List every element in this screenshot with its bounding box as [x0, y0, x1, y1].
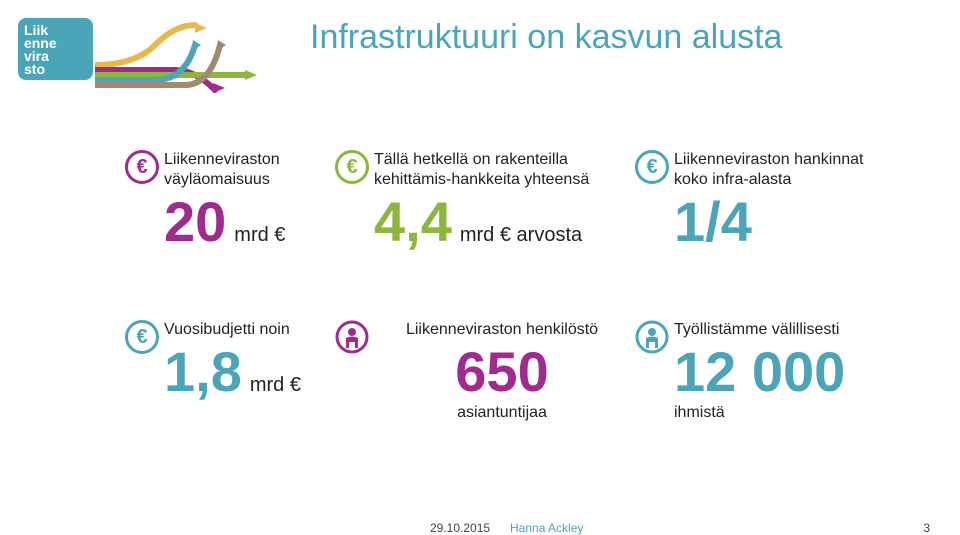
stat-dev-unit: mrd € arvosta: [460, 225, 582, 245]
stat-staff: Liikenneviraston henkilöstö 650 asiantun…: [330, 320, 630, 422]
stat-share: € Liikenneviraston hankinnat koko infra-…: [630, 150, 880, 250]
euro-icon: €: [335, 150, 369, 184]
logo-line-4: sto: [24, 63, 87, 76]
stat-staff-sub: asiantuntijaa: [374, 404, 630, 422]
stat-dev-num: 4,4: [374, 194, 452, 250]
stat-budget: € Vuosibudjetti noin 1,8 mrd €: [120, 320, 330, 422]
flow-lines-icon: [95, 10, 335, 95]
person-icon: [335, 320, 369, 360]
stat-indirect-desc: Työllistämme välillisesti: [674, 320, 880, 340]
stat-share-num: 1/4: [674, 194, 752, 250]
stat-assets-desc: Liikenneviraston väyläomaisuus: [164, 150, 330, 190]
stat-indirect-num: 12 000: [674, 344, 845, 400]
person-icon: [635, 320, 669, 360]
stat-staff-desc: Liikenneviraston henkilöstö: [374, 320, 630, 340]
euro-icon: €: [635, 150, 669, 184]
stat-share-desc: Liikenneviraston hankinnat koko infra-al…: [674, 150, 880, 190]
euro-icon: €: [125, 150, 159, 184]
page-title: Infrastruktuuri on kasvun alusta: [310, 18, 782, 57]
stat-indirect-sub: ihmistä: [674, 404, 880, 422]
stat-dev-desc: Tällä hetkellä on rakenteilla kehittämis…: [374, 150, 630, 190]
stat-staff-num: 650: [455, 344, 548, 400]
stats-grid: € Liikenneviraston väyläomaisuus 20 mrd …: [120, 150, 880, 422]
stat-budget-unit: mrd €: [250, 375, 301, 395]
stat-budget-desc: Vuosibudjetti noin: [164, 320, 330, 340]
stat-dev: € Tällä hetkellä on rakenteilla kehittäm…: [330, 150, 630, 250]
logo: Liik enne vira sto: [18, 18, 93, 80]
stat-assets-num: 20: [164, 194, 226, 250]
topbar: Liik enne vira sto Infrastruktuuri on ka…: [0, 0, 960, 100]
stat-assets: € Liikenneviraston väyläomaisuus 20 mrd …: [120, 150, 330, 250]
euro-icon: €: [125, 320, 159, 354]
stat-indirect: Työllistämme välillisesti 12 000 ihmistä: [630, 320, 880, 422]
stat-budget-num: 1,8: [164, 344, 242, 400]
stat-assets-unit: mrd €: [234, 225, 285, 245]
